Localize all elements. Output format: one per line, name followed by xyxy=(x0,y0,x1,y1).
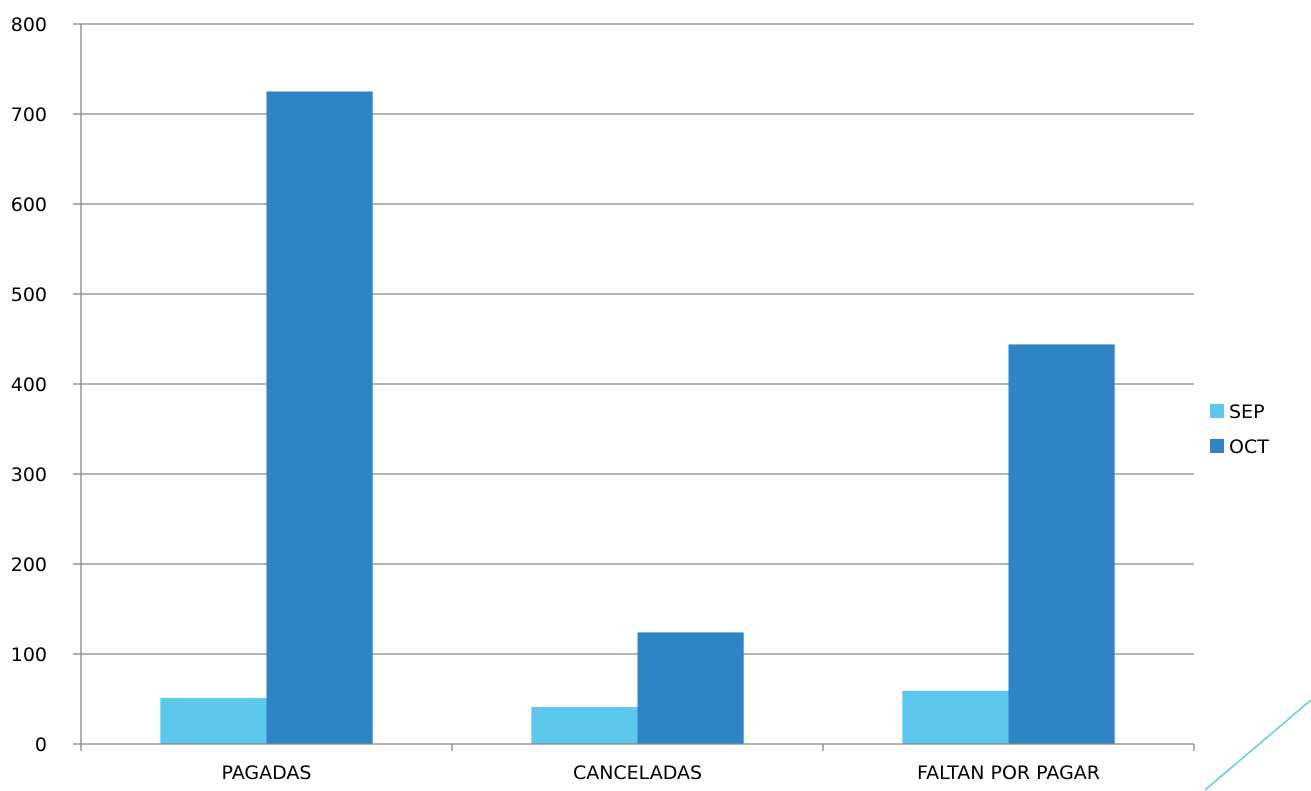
y-tick-label: 0 xyxy=(35,734,47,756)
bars xyxy=(160,91,1115,744)
y-tick-label: 400 xyxy=(11,374,47,396)
bar-sep-0 xyxy=(160,698,267,744)
bar-oct-2 xyxy=(1008,344,1115,744)
y-tick-label: 700 xyxy=(11,104,47,126)
legend-label-oct: OCT xyxy=(1229,436,1269,458)
y-tick-label: 500 xyxy=(11,284,47,306)
legend: SEP OCT xyxy=(1210,401,1269,458)
legend-swatch-oct xyxy=(1210,439,1224,453)
y-tick-label: 800 xyxy=(11,14,47,36)
bar-sep-2 xyxy=(902,690,1009,744)
y-tick-label: 100 xyxy=(11,644,47,666)
legend-swatch-sep xyxy=(1210,404,1224,418)
y-tick-label: 300 xyxy=(11,464,47,486)
decorative-accent-line xyxy=(1204,699,1311,791)
x-tick-label: FALTAN POR PAGAR xyxy=(917,762,1100,784)
x-tick-label: PAGADAS xyxy=(222,762,312,784)
bar-oct-0 xyxy=(266,91,373,744)
x-tick-label: CANCELADAS xyxy=(573,762,702,784)
y-tick-label: 600 xyxy=(11,194,47,216)
legend-label-sep: SEP xyxy=(1229,401,1265,423)
y-tick-label: 200 xyxy=(11,554,47,576)
bar-sep-1 xyxy=(531,707,638,744)
bar-oct-1 xyxy=(637,632,744,744)
tick-labels: 0 100 200 300 400 500 600 700 800 PAGADAS CANCELAD… xyxy=(11,14,1100,784)
axes xyxy=(73,23,1195,751)
